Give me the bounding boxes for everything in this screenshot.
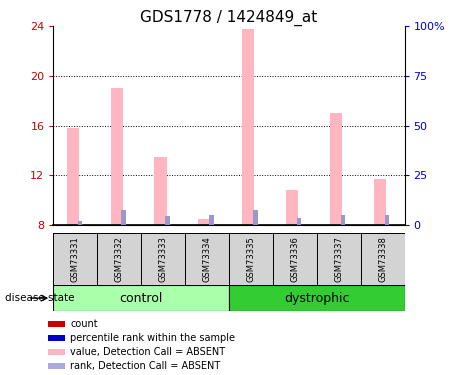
Text: control: control xyxy=(120,292,163,304)
Bar xyxy=(48,363,65,369)
Bar xyxy=(253,210,258,225)
Bar xyxy=(286,190,299,225)
Bar xyxy=(97,232,141,285)
Text: GSM73331: GSM73331 xyxy=(71,236,80,282)
Bar xyxy=(341,215,345,225)
Text: disease state: disease state xyxy=(5,293,74,303)
Text: GSM73332: GSM73332 xyxy=(115,236,124,282)
Title: GDS1778 / 1424849_at: GDS1778 / 1424849_at xyxy=(140,10,318,26)
Text: percentile rank within the sample: percentile rank within the sample xyxy=(70,333,235,343)
Bar xyxy=(330,113,342,225)
Text: value, Detection Call = ABSENT: value, Detection Call = ABSENT xyxy=(70,347,225,357)
Text: GSM73334: GSM73334 xyxy=(203,236,212,282)
Text: GSM73336: GSM73336 xyxy=(290,236,299,282)
Bar xyxy=(121,210,126,225)
Bar xyxy=(111,88,123,225)
Bar xyxy=(48,334,65,341)
Text: rank, Detection Call = ABSENT: rank, Detection Call = ABSENT xyxy=(70,361,220,371)
Bar xyxy=(48,349,65,355)
Text: GSM73337: GSM73337 xyxy=(334,236,343,282)
Text: GSM73338: GSM73338 xyxy=(378,236,387,282)
Bar xyxy=(229,232,273,285)
Bar xyxy=(141,232,185,285)
Bar xyxy=(385,215,389,225)
Bar xyxy=(374,179,386,225)
Bar xyxy=(166,216,170,225)
Text: count: count xyxy=(70,319,98,329)
Bar xyxy=(78,221,82,225)
Bar xyxy=(198,219,211,225)
Bar xyxy=(185,232,229,285)
Text: GSM73333: GSM73333 xyxy=(159,236,168,282)
Bar xyxy=(361,232,405,285)
Bar xyxy=(297,217,301,225)
Text: GSM73335: GSM73335 xyxy=(246,236,255,282)
Bar xyxy=(48,321,65,327)
Bar xyxy=(53,232,97,285)
Bar xyxy=(53,285,229,311)
Bar xyxy=(154,157,166,225)
Text: dystrophic: dystrophic xyxy=(284,292,350,304)
Bar xyxy=(229,285,405,311)
Bar xyxy=(242,29,254,225)
Bar xyxy=(317,232,361,285)
Bar xyxy=(273,232,317,285)
Bar xyxy=(209,215,213,225)
Bar xyxy=(66,128,79,225)
